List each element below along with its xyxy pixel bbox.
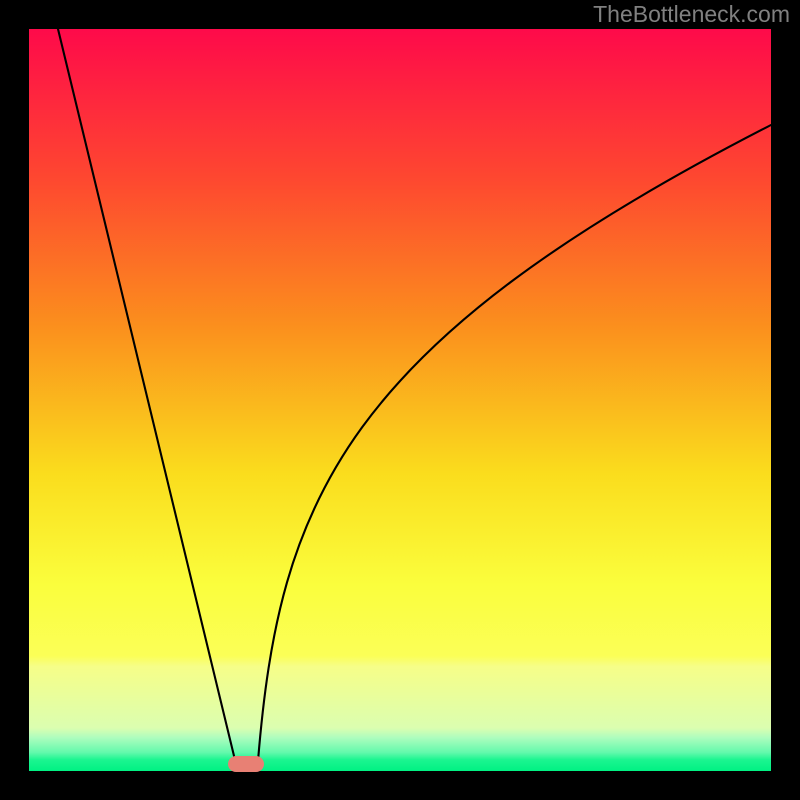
bottleneck-chart: TheBottleneck.com (0, 0, 800, 800)
watermark-text: TheBottleneck.com (593, 1, 790, 27)
optimum-marker (228, 756, 264, 772)
gradient-background (29, 29, 771, 771)
